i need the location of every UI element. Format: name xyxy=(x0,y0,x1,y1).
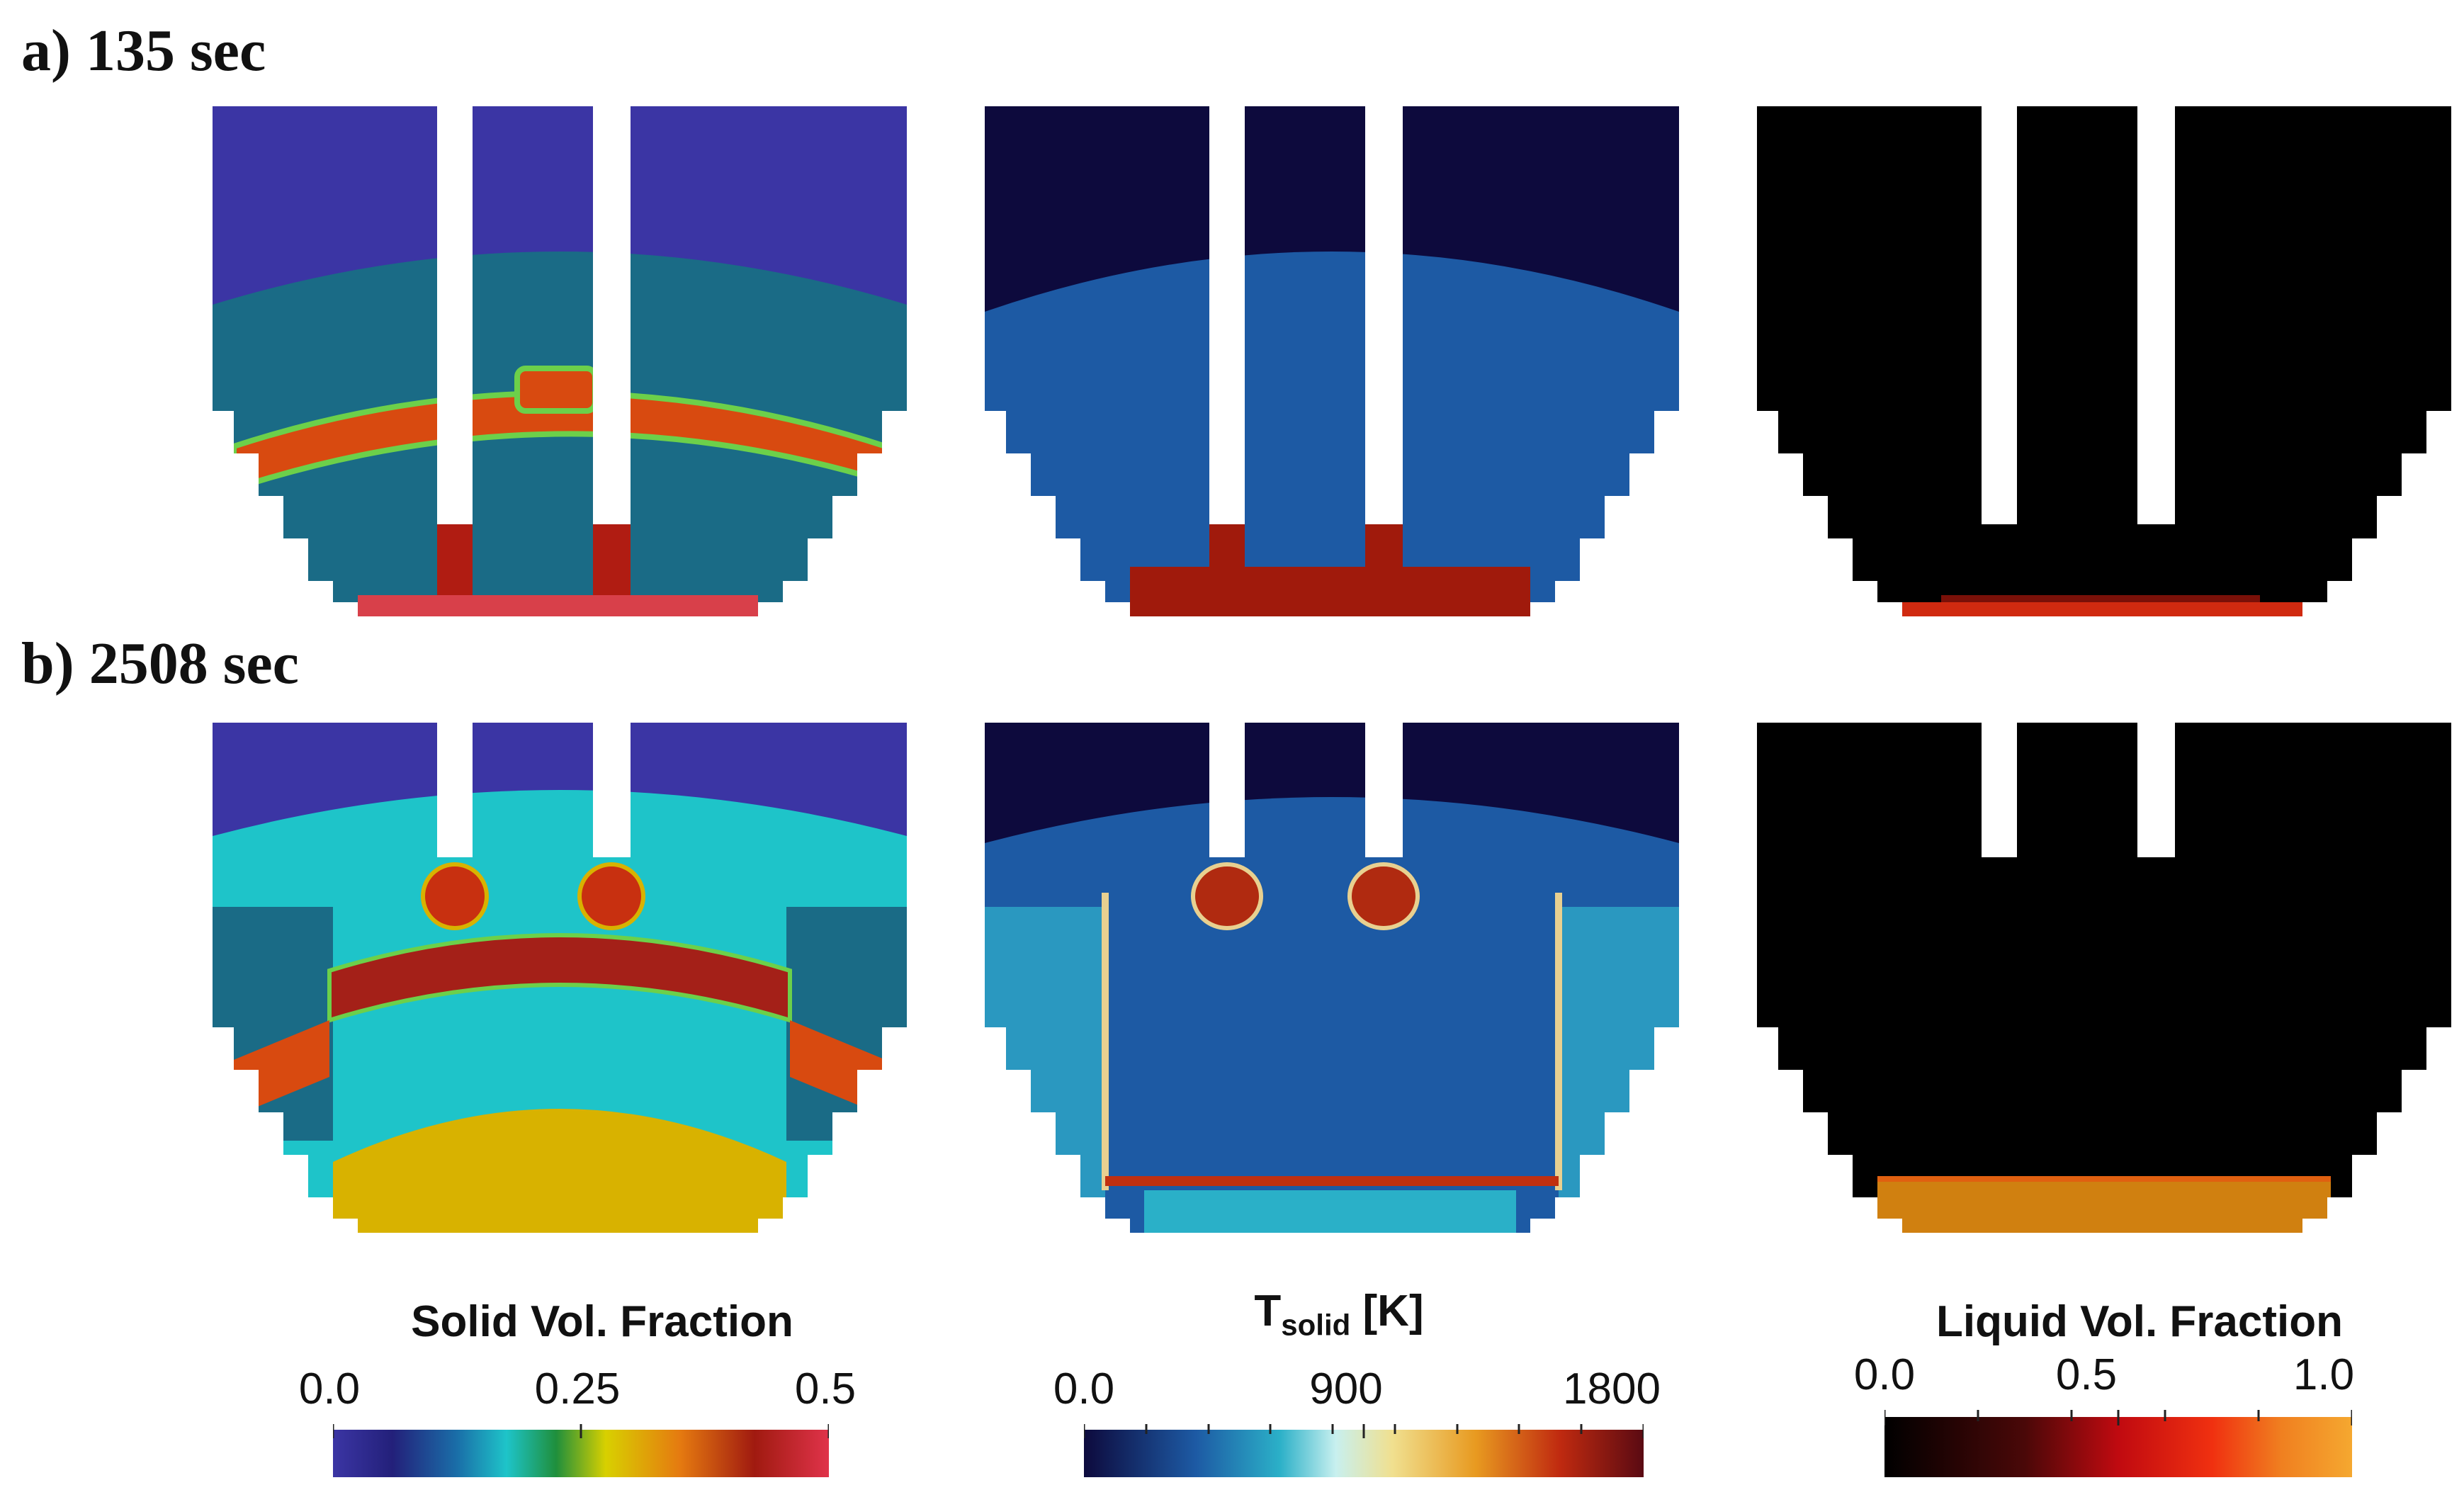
panel-b-temperature xyxy=(985,723,1679,1233)
row-label-b: b) 2508 sec xyxy=(21,631,299,696)
colorbar-liquid-tick-1: 0.5 xyxy=(2055,1350,2118,1399)
colorbar-solid-title: Solid Vol. Fraction xyxy=(411,1297,793,1346)
colorbar-liquid xyxy=(1884,1410,2352,1477)
colorbar-temperature-tick-1: 900 xyxy=(1309,1365,1383,1413)
colorbar-temperature-title-unit: [K] xyxy=(1350,1287,1424,1336)
colorbar-temperature xyxy=(1084,1424,1644,1477)
colorbar-solid-tick-2: 0.5 xyxy=(794,1365,857,1413)
panel-a-liquid-fraction xyxy=(1757,106,2451,616)
colorbar-temperature-title-main: T xyxy=(1254,1287,1282,1336)
panel-a-temperature xyxy=(985,106,1679,616)
colorbar-liquid-tick-0: 0.0 xyxy=(1853,1350,1916,1399)
panel-a-solid-fraction xyxy=(213,106,907,616)
colorbar-solid xyxy=(333,1424,829,1477)
colorbar-temperature-title: Tsolid [K] xyxy=(1126,1286,1552,1342)
colorbar-solid-tick-1: 0.25 xyxy=(534,1365,621,1413)
row-label-a: a) 135 sec xyxy=(21,18,266,84)
colorbar-temperature-tick-2: 1800 xyxy=(1563,1365,1661,1413)
colorbar-temperature-tick-0: 0.0 xyxy=(1053,1365,1115,1413)
panel-b-solid-fraction xyxy=(213,723,907,1233)
colorbar-temperature-title-sub: solid xyxy=(1281,1308,1351,1342)
panel-b-liquid-fraction xyxy=(1757,723,2451,1233)
colorbar-liquid-tick-2: 1.0 xyxy=(2293,1350,2355,1399)
colorbar-liquid-title: Liquid Vol. Fraction xyxy=(1935,1297,2344,1346)
colorbar-solid-tick-0: 0.0 xyxy=(298,1365,361,1413)
